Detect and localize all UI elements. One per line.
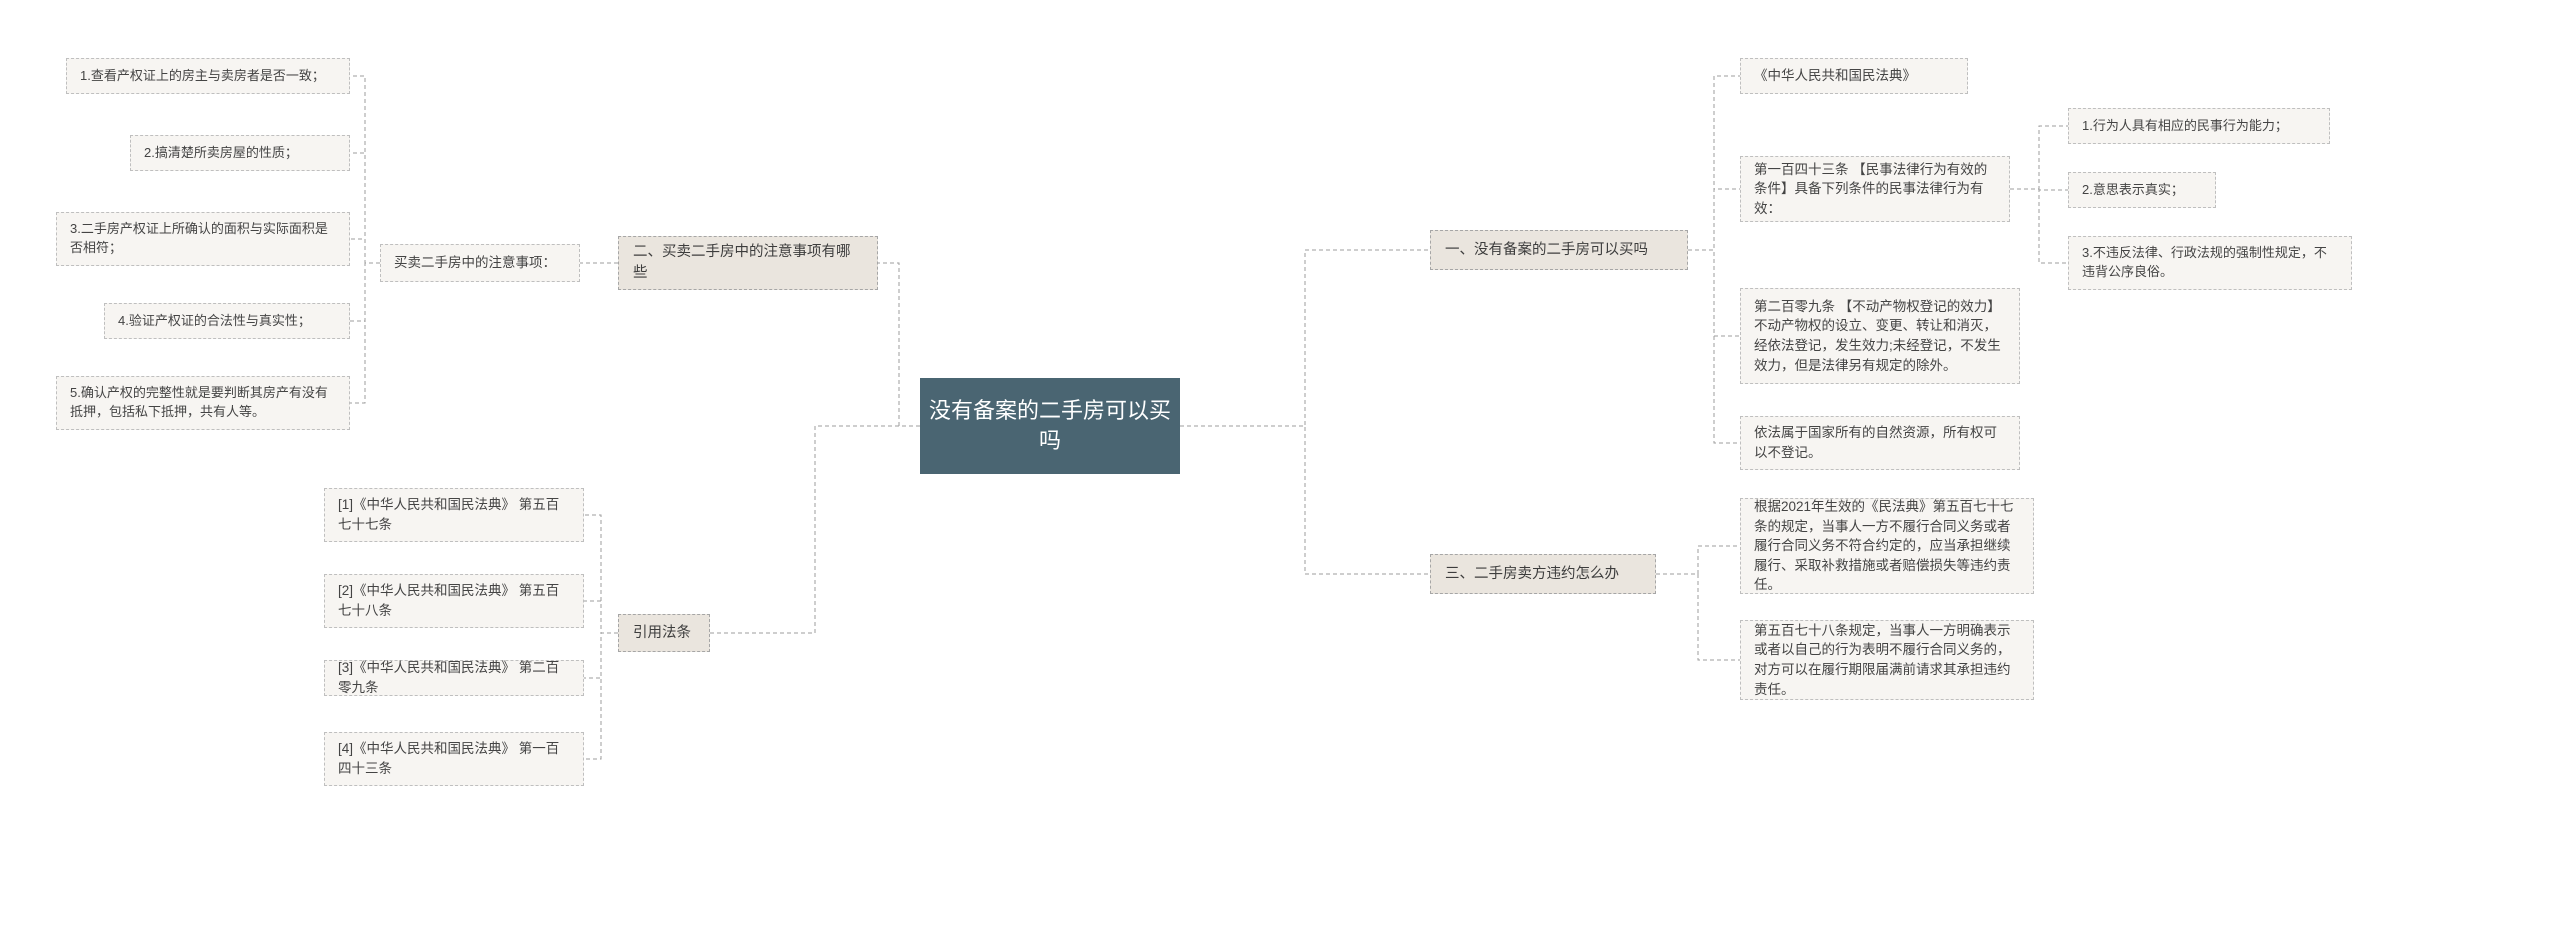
branch-r1: 一、没有备案的二手房可以买吗 [1430,230,1688,270]
node-r1b: 第一百四十三条 【民事法律行为有效的条件】具备下列条件的民事法律行为有效： [1740,156,2010,222]
mindmap-canvas: 没有备案的二手房可以买吗 一、没有备案的二手房可以买吗 《中华人民共和国民法典》第一… [0,0,2560,932]
node-r2a-label: 根据2021年生效的《民法典》第五百七十七条的规定，当事人一方不履行合同义务或者… [1754,497,2020,595]
branch-r1-label: 一、没有备案的二手房可以买吗 [1445,240,1648,261]
node-l1a1: 1.查看产权证上的房主与卖房者是否一致； [66,58,350,94]
node-l1a4-label: 4.验证产权证的合法性与真实性； [118,312,311,331]
branch-l1: 二、买卖二手房中的注意事项有哪些 [618,236,878,290]
node-l1a-label: 买卖二手房中的注意事项： [394,253,556,273]
branch-r2: 三、二手房卖方违约怎么办 [1430,554,1656,594]
node-l2c-label: [3]《中华人民共和国民法典》 第二百零九条 [338,658,570,697]
node-l1a1-label: 1.查看产权证上的房主与卖房者是否一致； [80,67,325,86]
node-l1a2-label: 2.搞清楚所卖房屋的性质； [144,144,298,163]
root-node-label: 没有备案的二手房可以买吗 [920,396,1180,455]
branch-r2-label: 三、二手房卖方违约怎么办 [1445,564,1619,585]
branch-l2: 引用法条 [618,614,710,652]
node-r1d-label: 依法属于国家所有的自然资源，所有权可以不登记。 [1754,423,2006,462]
branch-l1-label: 二、买卖二手房中的注意事项有哪些 [633,242,863,284]
node-l1a5-label: 5.确认产权的完整性就是要判断其房产有没有抵押，包括私下抵押，共有人等。 [70,384,336,422]
node-l2d-label: [4]《中华人民共和国民法典》 第一百四十三条 [338,739,570,778]
node-l2a: [1]《中华人民共和国民法典》 第五百七十七条 [324,488,584,542]
node-r2b: 第五百七十八条规定，当事人一方明确表示或者以自己的行为表明不履行合同义务的，对方… [1740,620,2034,700]
node-l1a5: 5.确认产权的完整性就是要判断其房产有没有抵押，包括私下抵押，共有人等。 [56,376,350,430]
node-r2b-label: 第五百七十八条规定，当事人一方明确表示或者以自己的行为表明不履行合同义务的，对方… [1754,621,2020,699]
node-l1a3: 3.二手房产权证上所确认的面积与实际面积是否相符； [56,212,350,266]
node-l2a-label: [1]《中华人民共和国民法典》 第五百七十七条 [338,495,570,534]
node-l1a: 买卖二手房中的注意事项： [380,244,580,282]
node-r1a-label: 《中华人民共和国民法典》 [1754,66,1916,86]
node-r1a: 《中华人民共和国民法典》 [1740,58,1968,94]
node-l1a3-label: 3.二手房产权证上所确认的面积与实际面积是否相符； [70,220,336,258]
node-r1c-label: 第二百零九条 【不动产物权登记的效力】不动产物权的设立、变更、转让和消灭，经依法… [1754,297,2006,375]
node-r1b1: 1.行为人具有相应的民事行为能力； [2068,108,2330,144]
node-r1b3: 3.不违反法律、行政法规的强制性规定，不违背公序良俗。 [2068,236,2352,290]
node-r1c: 第二百零九条 【不动产物权登记的效力】不动产物权的设立、变更、转让和消灭，经依法… [1740,288,2020,384]
node-r1d: 依法属于国家所有的自然资源，所有权可以不登记。 [1740,416,2020,470]
node-r1b2-label: 2.意思表示真实； [2082,181,2184,200]
node-r1b3-label: 3.不违反法律、行政法规的强制性规定，不违背公序良俗。 [2082,244,2338,282]
node-l2b-label: [2]《中华人民共和国民法典》 第五百七十八条 [338,581,570,620]
root-node: 没有备案的二手房可以买吗 [920,378,1180,474]
node-l1a4: 4.验证产权证的合法性与真实性； [104,303,350,339]
node-r1b-label: 第一百四十三条 【民事法律行为有效的条件】具备下列条件的民事法律行为有效： [1754,160,1996,219]
node-l2b: [2]《中华人民共和国民法典》 第五百七十八条 [324,574,584,628]
node-r1b1-label: 1.行为人具有相应的民事行为能力； [2082,117,2288,136]
node-l1a2: 2.搞清楚所卖房屋的性质； [130,135,350,171]
node-r1b2: 2.意思表示真实； [2068,172,2216,208]
branch-l2-label: 引用法条 [633,623,691,644]
node-l2c: [3]《中华人民共和国民法典》 第二百零九条 [324,660,584,696]
node-r2a: 根据2021年生效的《民法典》第五百七十七条的规定，当事人一方不履行合同义务或者… [1740,498,2034,594]
node-l2d: [4]《中华人民共和国民法典》 第一百四十三条 [324,732,584,786]
